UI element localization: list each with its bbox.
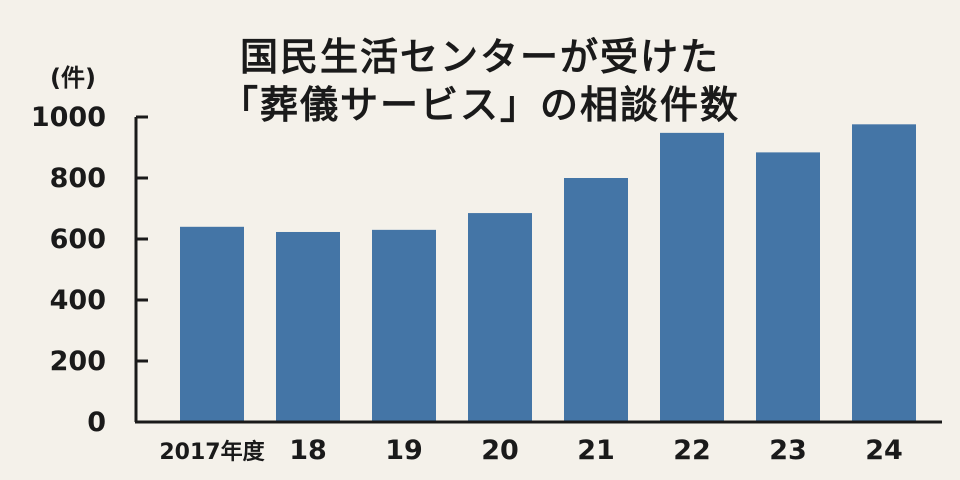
x-tick-label: 21 [577, 435, 615, 466]
chart-title-line-2: 「葬儀サービス」の相談件数 [219, 83, 740, 127]
y-tick-label: 400 [50, 285, 106, 316]
bar [468, 213, 532, 422]
y-tick-label: 800 [50, 163, 106, 194]
x-tick-label: 19 [385, 435, 423, 466]
bar [756, 152, 820, 422]
x-tick-label: 18 [289, 435, 327, 466]
chart-title-line-1: 国民生活センターが受けた [239, 35, 720, 79]
y-tick-label: 200 [50, 346, 106, 377]
y-tick-label: 600 [50, 224, 106, 255]
x-tick-label: 23 [769, 435, 807, 466]
y-tick-label: 0 [87, 407, 106, 438]
x-axis-tick-labels: 2017年度 18 19 20 21 22 23 24 [159, 435, 902, 466]
bar [564, 178, 628, 422]
x-tick-label: 22 [673, 435, 711, 466]
y-axis-ticks: 0 200 400 600 800 1000 [31, 102, 148, 438]
bar [372, 229, 436, 422]
bars [180, 124, 916, 423]
x-tick-label: 2017年度 [159, 439, 265, 465]
x-tick-label: 20 [481, 435, 519, 466]
bar [180, 226, 244, 422]
y-tick-label: 1000 [31, 102, 106, 133]
bar [852, 124, 916, 422]
bar [276, 231, 340, 422]
y-axis-unit-label: (件) [50, 64, 96, 92]
x-tick-label: 24 [865, 435, 903, 466]
bar [660, 132, 724, 423]
